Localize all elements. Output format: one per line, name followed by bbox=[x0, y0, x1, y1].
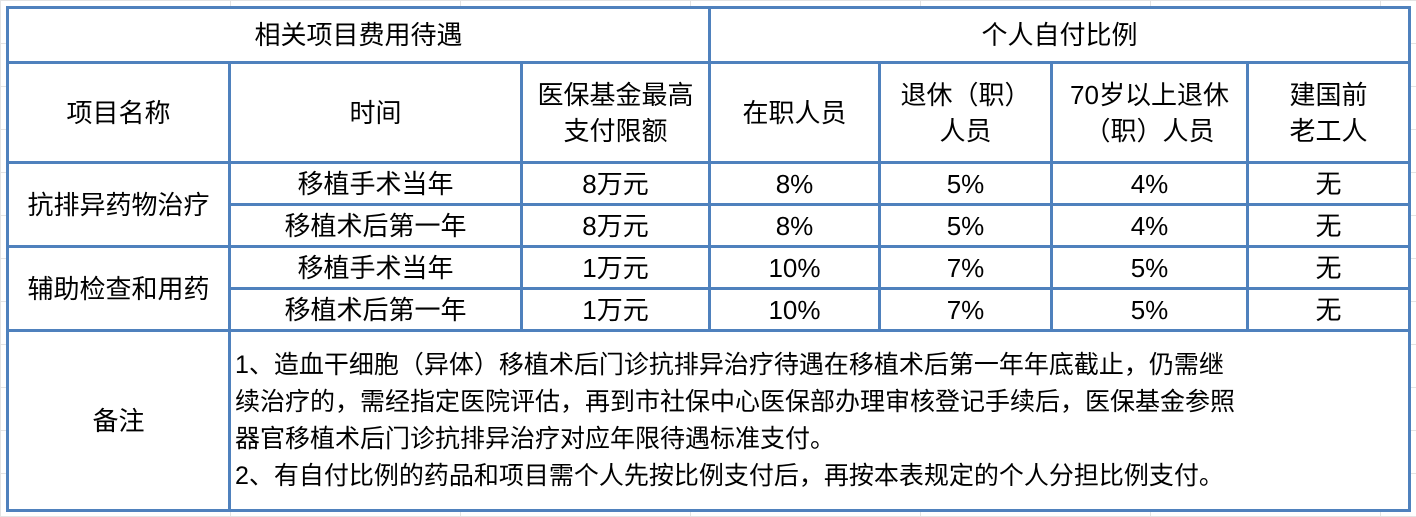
column-header-line: （职）人员 bbox=[1084, 115, 1215, 146]
retired-cell[interactable]: 7% bbox=[878, 287, 1053, 332]
over70-cell[interactable]: 5% bbox=[1050, 245, 1249, 290]
column-header[interactable]: 项目名称 bbox=[6, 61, 231, 164]
column-header-line: 在职人员 bbox=[742, 97, 847, 128]
limit-cell[interactable]: 1万元 bbox=[520, 287, 711, 332]
employed-cell[interactable]: 10% bbox=[708, 287, 881, 332]
column-header[interactable]: 在职人员 bbox=[708, 61, 881, 164]
note-line: 2、有自付比例的药品和项目需个人先按比例支付后，再按本表规定的个人分担比例支付。 bbox=[235, 461, 1224, 490]
column-header-line: 时间 bbox=[349, 97, 402, 128]
retired-cell[interactable]: 5% bbox=[878, 203, 1053, 248]
table-row: 移植术后第一年 8万元 8% 5% 4% 无 bbox=[8, 203, 1411, 248]
column-header-line: 老工人 bbox=[1289, 115, 1368, 146]
retired-cell[interactable]: 7% bbox=[878, 245, 1053, 290]
header-group-self-pay-ratio[interactable]: 个人自付比例 bbox=[708, 6, 1411, 64]
time-cell[interactable]: 移植手术当年 bbox=[228, 161, 523, 206]
time-cell[interactable]: 移植术后第一年 bbox=[228, 287, 523, 332]
notes-label[interactable]: 备注 bbox=[6, 329, 231, 512]
time-cell[interactable]: 移植术后第一年 bbox=[228, 203, 523, 248]
over70-cell[interactable]: 4% bbox=[1050, 203, 1249, 248]
note-line: 1、造血干细胞（异体）移植术后门诊抗排异治疗待遇在移植术后第一年年底截止，仍需继 bbox=[235, 350, 1224, 379]
veteran-cell[interactable]: 无 bbox=[1246, 287, 1411, 332]
column-header-line: 建国前 bbox=[1289, 79, 1368, 110]
benefits-table: 相关项目费用待遇 个人自付比例 项目名称 时间 医保基金最高 支付限额 在职人员 退休（职… bbox=[6, 6, 1411, 512]
employed-cell[interactable]: 8% bbox=[708, 161, 881, 206]
employed-cell[interactable]: 8% bbox=[708, 203, 881, 248]
column-header-line: 70岁以上退休 bbox=[1070, 79, 1229, 110]
retired-cell[interactable]: 5% bbox=[878, 161, 1053, 206]
column-header-line: 项目名称 bbox=[66, 97, 171, 128]
limit-cell[interactable]: 1万元 bbox=[520, 245, 711, 290]
column-header[interactable]: 退休（职）人员 bbox=[878, 61, 1053, 164]
column-header-line: 医保基金最高 bbox=[537, 79, 694, 110]
project-name-cell[interactable]: 抗排异药物治疗 bbox=[6, 161, 231, 248]
limit-cell[interactable]: 8万元 bbox=[520, 203, 711, 248]
veteran-cell[interactable]: 无 bbox=[1246, 245, 1411, 290]
limit-cell[interactable]: 8万元 bbox=[520, 161, 711, 206]
over70-cell[interactable]: 5% bbox=[1050, 287, 1249, 332]
notes-content[interactable]: 1、造血干细胞（异体）移植术后门诊抗排异治疗待遇在移植术后第一年年底截止，仍需继… bbox=[228, 329, 1411, 512]
time-cell[interactable]: 移植手术当年 bbox=[228, 245, 523, 290]
note-line: 器官移植术后门诊抗排异治疗对应年限待遇标准支付。 bbox=[235, 424, 836, 453]
column-header[interactable]: 建国前 老工人 bbox=[1246, 61, 1411, 164]
over70-cell[interactable]: 4% bbox=[1050, 161, 1249, 206]
employed-cell[interactable]: 10% bbox=[708, 245, 881, 290]
note-line: 续治疗的，需经指定医院评估，再到市社保中心医保部办理审核登记手续后，医保基金参照 bbox=[235, 387, 1236, 416]
table-row: 辅助检查和用药 移植手术当年 1万元 10% 7% 5% 无 bbox=[6, 245, 1411, 332]
column-header[interactable]: 医保基金最高 支付限额 bbox=[520, 61, 711, 164]
header-group-project-benefits[interactable]: 相关项目费用待遇 bbox=[6, 6, 711, 64]
project-name-cell[interactable]: 辅助检查和用药 bbox=[6, 245, 231, 332]
column-header-text: 退休（职）人员 bbox=[900, 79, 1031, 146]
veteran-cell[interactable]: 无 bbox=[1246, 203, 1411, 248]
column-header-line: 支付限额 bbox=[563, 115, 668, 146]
veteran-cell[interactable]: 无 bbox=[1246, 161, 1411, 206]
table-row: 抗排异药物治疗 移植手术当年 8万元 8% 5% 4% 无 bbox=[6, 161, 1411, 248]
column-header[interactable]: 70岁以上退休 （职）人员 bbox=[1050, 61, 1249, 164]
table-row: 移植术后第一年 1万元 10% 7% 5% 无 bbox=[8, 287, 1411, 332]
column-header[interactable]: 时间 bbox=[228, 61, 523, 164]
